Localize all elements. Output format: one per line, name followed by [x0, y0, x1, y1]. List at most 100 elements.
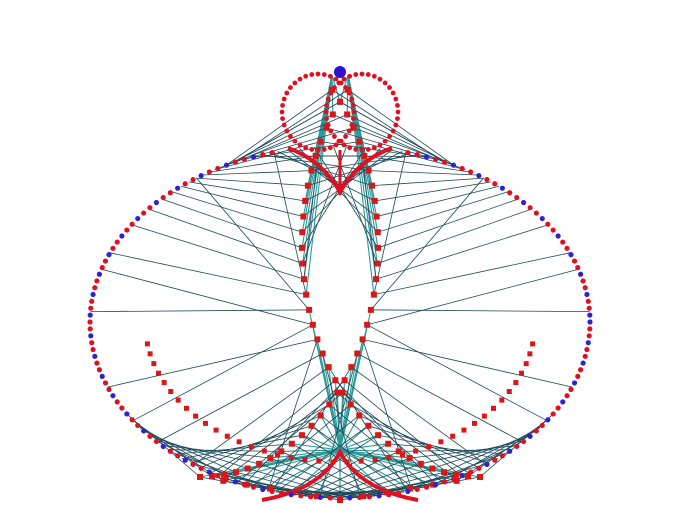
lobe-dot: [359, 147, 365, 153]
outer-point: [326, 401, 333, 408]
lobe-dot: [377, 76, 383, 82]
outer-point: [336, 98, 343, 105]
lobe-dot: [279, 109, 285, 115]
ellipse-dot: [476, 173, 482, 179]
outer-point: [306, 306, 313, 313]
ellipse-dot: [198, 173, 204, 179]
outer-point: [373, 213, 380, 220]
dark-line: [350, 404, 469, 474]
outer-point: [350, 124, 357, 131]
dark-line: [157, 353, 323, 443]
dark-line: [347, 89, 455, 166]
lobe-dot: [328, 90, 334, 96]
lobe-dot: [321, 72, 327, 77]
outer-point: [267, 455, 274, 462]
ellipse-dot: [386, 492, 392, 498]
outer-point: [329, 111, 336, 118]
lobe-dot: [336, 138, 342, 144]
ellipse-dot: [586, 305, 592, 311]
lobe-dot: [390, 128, 396, 134]
dark-line: [281, 451, 376, 497]
outer-point: [332, 377, 339, 384]
ellipse-dot: [571, 258, 578, 264]
outer-point: [453, 477, 460, 484]
teal-line: [339, 449, 457, 482]
top-node: [334, 66, 346, 78]
ellipse-dot: [160, 194, 166, 201]
outer-point: [209, 473, 216, 480]
outer-point: [452, 471, 459, 478]
ellipse-dot: [442, 159, 448, 165]
outer-point: [374, 229, 381, 236]
outer-point: [367, 306, 374, 313]
ellipse-dot: [94, 278, 100, 284]
dark-line: [291, 443, 385, 496]
ellipse-dot: [376, 493, 382, 499]
lobe-dot: [280, 116, 285, 121]
ellipse-dot: [423, 154, 430, 160]
mid-point: [344, 459, 350, 465]
ellipse-dot: [514, 194, 520, 201]
ellipse-dot: [141, 210, 147, 216]
dark-line: [331, 468, 433, 499]
ellipse-dot: [545, 417, 551, 423]
lobe-dot: [328, 128, 334, 134]
ellipse-dot: [124, 411, 130, 417]
ellipse-dot: [395, 490, 401, 496]
ellipse-dot: [507, 448, 513, 454]
outer-point: [356, 138, 363, 145]
ellipse-dot: [94, 360, 100, 366]
dark-line: [182, 434, 303, 459]
dark-line: [264, 415, 360, 491]
ellipse-dot: [190, 177, 196, 183]
lobe-dot: [349, 122, 355, 128]
ellipse-dot: [468, 169, 474, 175]
mid-point: [358, 458, 364, 464]
outer-point: [290, 489, 297, 496]
outer-point: [309, 321, 316, 328]
mid-point: [151, 361, 157, 367]
dark-line: [350, 474, 457, 499]
dark-line: [195, 177, 308, 187]
dark-line: [362, 338, 573, 388]
lobe-dot: [327, 73, 333, 79]
mid-point: [523, 361, 529, 367]
ellipse-dot: [89, 298, 95, 304]
outer-point: [383, 489, 390, 496]
dark-line: [275, 425, 369, 493]
lobe-dot: [324, 116, 329, 121]
lobe-dot: [353, 147, 359, 152]
dark-line: [360, 146, 377, 280]
dark-line: [320, 141, 432, 159]
dark-line: [373, 152, 407, 295]
dark-line: [372, 177, 485, 187]
outer-point: [417, 460, 424, 467]
outer-point: [288, 440, 295, 447]
outer-point: [341, 377, 348, 384]
ellipse-dot: [114, 399, 120, 405]
ellipse-dot: [90, 346, 96, 353]
teal-line: [320, 74, 333, 142]
outer-point: [354, 350, 361, 357]
outer-point: [371, 197, 378, 204]
ellipse-dot: [147, 433, 153, 439]
dark-line: [370, 177, 484, 311]
mid-point: [530, 341, 536, 347]
mid-point: [386, 455, 392, 461]
lobe-dot: [349, 96, 355, 102]
ellipse-dot: [147, 205, 153, 211]
ellipse-dot: [442, 479, 448, 485]
ellipse-dot: [492, 181, 498, 187]
ellipse-dot: [347, 495, 353, 501]
lobe-dot: [297, 76, 303, 82]
ellipse-dot: [167, 448, 173, 454]
outer-point: [344, 86, 351, 93]
ellipse-dot: [433, 156, 439, 162]
teal-line: [301, 434, 341, 451]
dark-line: [340, 471, 445, 499]
mid-point: [224, 433, 230, 439]
dark-line: [328, 366, 409, 492]
lobe-dot: [336, 80, 342, 86]
lobe-dot: [315, 71, 321, 77]
ellipse-dot: [499, 453, 505, 459]
